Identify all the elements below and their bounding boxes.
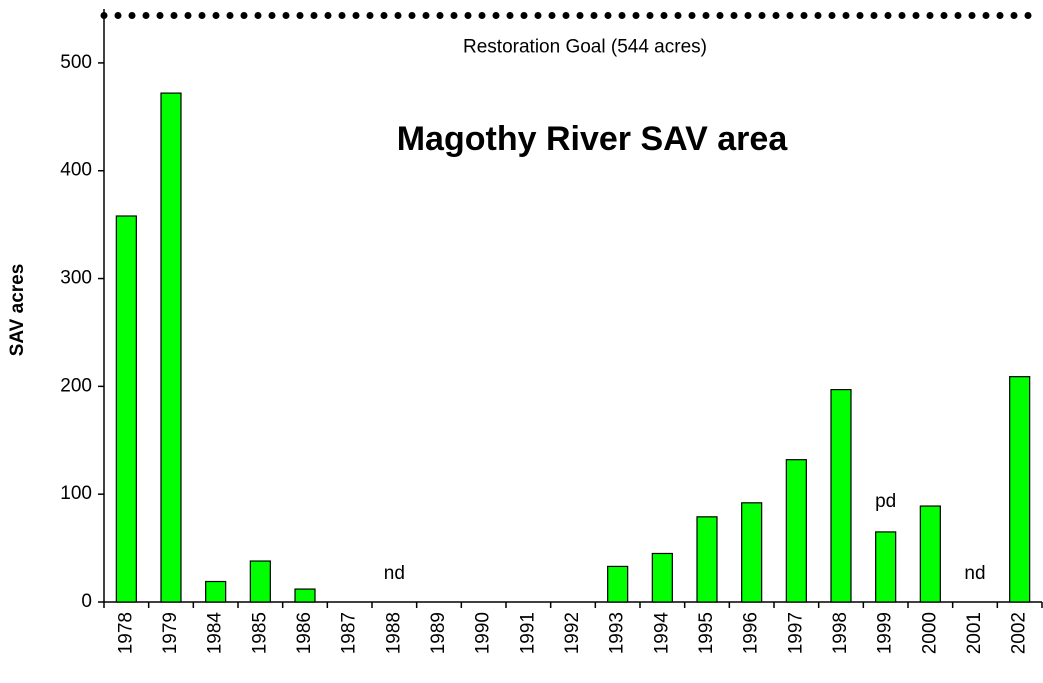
bar (249, 560, 271, 603)
x-tick-label: 1986 (294, 612, 315, 654)
chart-title: Magothy River SAV area (397, 120, 789, 158)
bar (205, 580, 227, 603)
y-tick-label: 0 (81, 591, 92, 612)
x-tick-label: 2002 (1009, 612, 1030, 654)
x-tick-label: 1979 (160, 612, 181, 654)
x-tick-label: 1985 (249, 612, 270, 654)
x-tick-label: 1988 (383, 612, 404, 654)
bar (696, 516, 718, 603)
bar (115, 215, 137, 603)
x-tick-label: 1989 (428, 612, 449, 654)
x-tick-label: 2001 (964, 612, 985, 654)
x-tick-label: 1993 (607, 612, 628, 654)
bar (875, 531, 897, 603)
bar (294, 588, 316, 603)
bar (741, 502, 763, 603)
bar (160, 92, 182, 603)
y-tick-label: 100 (60, 483, 92, 504)
goal-label: Restoration Goal (544 acres) (463, 36, 707, 57)
y-tick-label: 200 (60, 375, 92, 396)
x-tick-label: 1996 (741, 612, 762, 654)
bar (1009, 376, 1031, 603)
x-tick-label: 1992 (562, 612, 583, 654)
bar (785, 459, 807, 603)
bar (651, 552, 673, 603)
x-tick-label: 1984 (205, 612, 226, 655)
annotation: pd (875, 491, 896, 512)
bar (830, 388, 852, 603)
y-tick-label: 300 (60, 268, 92, 289)
x-tick-label: 2000 (919, 612, 940, 654)
y-tick-label: 500 (60, 52, 92, 73)
annotation: nd (964, 563, 985, 584)
x-tick-label: 1991 (517, 612, 538, 654)
x-tick-label: 1999 (875, 612, 896, 654)
annotation: nd (384, 563, 405, 584)
x-tick-label: 1994 (651, 612, 672, 655)
y-axis-label: SAV acres (7, 264, 28, 357)
bar (607, 565, 629, 603)
y-tick-label: 400 (60, 160, 92, 181)
x-tick-label: 1978 (115, 612, 136, 654)
x-tick-label: 1997 (785, 612, 806, 654)
x-tick-label: 1987 (339, 612, 360, 654)
x-tick-label: 1998 (830, 612, 851, 654)
bar (919, 505, 941, 603)
x-tick-label: 1995 (696, 612, 717, 654)
x-tick-label: 1990 (473, 612, 494, 654)
